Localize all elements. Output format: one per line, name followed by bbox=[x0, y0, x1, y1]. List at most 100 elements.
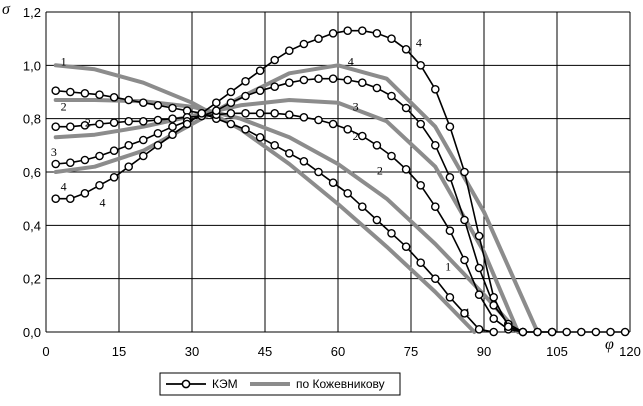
kem-series-4 bbox=[51, 26, 557, 337]
kem-point bbox=[95, 180, 104, 190]
kem-series-group bbox=[51, 26, 630, 337]
kem-point bbox=[299, 156, 309, 166]
legend: КЭМ по Кожевникову bbox=[159, 372, 401, 396]
kem-series-1 bbox=[51, 86, 499, 337]
kem-point bbox=[577, 327, 586, 337]
kem-point bbox=[343, 188, 353, 198]
kem-point bbox=[547, 327, 557, 337]
kem-point bbox=[197, 109, 206, 118]
curve-number-label: 2 bbox=[85, 116, 91, 130]
x-tick-label: 45 bbox=[258, 344, 272, 359]
kem-point bbox=[66, 158, 75, 167]
legend-kem-label: КЭМ bbox=[212, 377, 238, 391]
tick-labels-group: 0 15 30 45 60 75 90 105 120 0,0 0,2 0,4 0,6 0,8 1,0 1,2 bbox=[23, 5, 641, 359]
kozhevnikov-series-3 bbox=[53, 98, 521, 334]
kem-point bbox=[387, 91, 396, 101]
kem-point bbox=[299, 113, 309, 122]
kem-point bbox=[562, 327, 572, 337]
kem-point bbox=[95, 151, 104, 161]
kem-point bbox=[533, 327, 542, 337]
kem-point bbox=[284, 110, 294, 119]
kem-point bbox=[80, 155, 90, 165]
curve-number-label: 2 bbox=[61, 100, 67, 114]
y-tick-label: 0,8 bbox=[23, 112, 41, 127]
kem-point bbox=[460, 308, 469, 318]
kem-point bbox=[168, 130, 177, 139]
kem-point bbox=[241, 91, 250, 101]
kem-point bbox=[314, 34, 323, 44]
kem-point bbox=[80, 89, 90, 98]
x-tick-label: 90 bbox=[477, 344, 491, 359]
kem-point bbox=[168, 114, 177, 123]
kem-point bbox=[489, 327, 499, 337]
kem-point bbox=[255, 86, 265, 95]
kem-point bbox=[299, 75, 309, 85]
kem-point bbox=[503, 322, 513, 332]
y-axis-title: σ bbox=[2, 1, 11, 18]
curve-number-label: 4 bbox=[61, 180, 67, 194]
kem-point bbox=[51, 86, 61, 95]
kem-point bbox=[445, 226, 455, 235]
x-tick-label: 30 bbox=[185, 344, 199, 359]
kem-point bbox=[153, 115, 163, 125]
kem-point bbox=[430, 274, 440, 284]
kem-point bbox=[474, 263, 484, 273]
kem-point bbox=[51, 194, 61, 203]
kem-point bbox=[372, 215, 382, 225]
legend-kozhevnikov-label: по Кожевникову bbox=[296, 377, 385, 391]
kem-point bbox=[314, 115, 323, 125]
x-tick-label: 105 bbox=[546, 344, 568, 359]
kem-point bbox=[255, 66, 265, 75]
kem-point bbox=[489, 292, 499, 302]
kem-point bbox=[109, 172, 119, 182]
kem-point bbox=[357, 26, 367, 36]
y-tick-label: 1,0 bbox=[23, 58, 41, 73]
y-tick-label: 0,2 bbox=[23, 272, 41, 287]
kem-point bbox=[620, 327, 630, 337]
kem-point bbox=[284, 46, 294, 56]
kem-point bbox=[66, 87, 75, 97]
kem-point bbox=[124, 95, 133, 105]
kem-point bbox=[51, 122, 61, 131]
kem-point bbox=[109, 93, 119, 102]
kem-point bbox=[474, 290, 484, 300]
legend-kem-marker bbox=[181, 379, 191, 389]
kem-point bbox=[401, 45, 411, 54]
kem-point bbox=[153, 128, 163, 138]
curve-number-label: 3 bbox=[51, 145, 57, 159]
kem-point bbox=[241, 77, 250, 86]
kem-point bbox=[357, 131, 367, 141]
kem-point bbox=[211, 106, 221, 115]
kem-point bbox=[387, 228, 396, 238]
kem-point bbox=[109, 146, 119, 155]
kem-point bbox=[416, 119, 426, 129]
kem-point bbox=[416, 180, 426, 190]
kem-point bbox=[387, 151, 396, 161]
kem-point bbox=[270, 109, 280, 118]
kem-point bbox=[445, 122, 455, 131]
kem-point bbox=[241, 125, 250, 134]
curve-number-label: 1 bbox=[61, 54, 67, 68]
curve-number-label: 3 bbox=[353, 100, 359, 114]
kem-point bbox=[80, 188, 90, 198]
kem-point bbox=[211, 98, 221, 107]
kem-point bbox=[168, 103, 177, 113]
kem-point bbox=[226, 109, 236, 118]
kem-point bbox=[226, 87, 236, 97]
kem-point bbox=[416, 258, 426, 268]
kem-point bbox=[138, 151, 148, 161]
kem-point bbox=[138, 98, 148, 107]
kem-point bbox=[66, 194, 75, 203]
kem-point bbox=[226, 98, 236, 107]
kem-point bbox=[153, 140, 163, 150]
kem-point bbox=[430, 202, 440, 211]
kem-point bbox=[357, 202, 367, 211]
kem-point bbox=[299, 39, 309, 49]
kem-point bbox=[270, 140, 280, 150]
x-tick-label: 75 bbox=[404, 344, 418, 359]
kem-point bbox=[314, 74, 323, 83]
kem-point bbox=[387, 34, 396, 44]
kem-point bbox=[255, 109, 265, 118]
kem-point bbox=[328, 28, 338, 38]
